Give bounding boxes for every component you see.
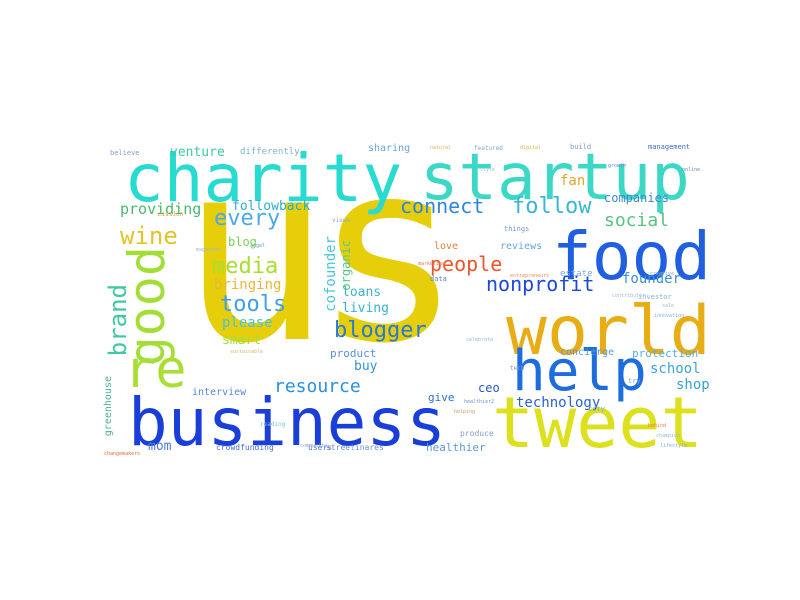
word-bringing: bringing [214, 277, 282, 293]
word-innovation: natural [430, 145, 452, 151]
word-believe: believe [110, 149, 140, 157]
word-media: media [212, 254, 279, 279]
word-management: management [648, 143, 691, 151]
word-growth: marketing [418, 261, 446, 267]
word-magazine: contributor [612, 293, 646, 299]
word-tools: tools [220, 292, 287, 317]
word-helping: growth [608, 163, 627, 169]
word-living: living [342, 301, 389, 316]
word-things: things [504, 225, 530, 233]
word-cofounder: cofounder [323, 236, 339, 312]
word-charity: charity [124, 140, 403, 217]
word-online: community [300, 443, 328, 449]
word-champion: entrepreneurs [510, 273, 550, 279]
word-views: views [332, 217, 351, 224]
word-estate: estate [560, 269, 593, 279]
word-streetinares: streetinares [326, 443, 384, 452]
word-connect: connect [400, 194, 485, 218]
word-differently: differently [240, 147, 300, 157]
word-tweet: tweet [492, 382, 703, 460]
word-changemakers: changemakers [104, 451, 141, 457]
word-community: healthier2 [464, 399, 495, 405]
word-smart: smart [222, 333, 262, 348]
word-founder: founder [622, 271, 682, 287]
word-shop: shop [676, 377, 710, 393]
word-blog: blog [228, 235, 257, 249]
word-brand: brand [104, 284, 132, 357]
word-followback: followback [232, 199, 311, 214]
word-contributor: champion [656, 433, 681, 439]
word-loans: loans [342, 285, 382, 300]
word-concierge: concierge [560, 347, 615, 358]
word-help: help [512, 339, 647, 404]
word-organic: organic [339, 240, 353, 291]
word-reviews: reviews [500, 241, 543, 252]
word-charities: creative [650, 271, 675, 277]
word-build: build [570, 143, 592, 151]
word-re: re [124, 340, 187, 400]
word-passionate: sustainable [230, 349, 264, 355]
word-startup: startup [420, 141, 690, 215]
word-featured: featured [474, 145, 503, 152]
word-interview: interview [192, 387, 247, 398]
word-sale: style [480, 167, 496, 173]
word-marketing: online [682, 167, 701, 173]
word-celebrate: angel [250, 243, 266, 249]
word-providing: providing [120, 200, 202, 218]
word-nonprofit: nonprofit [486, 272, 595, 296]
word-investor: investor [638, 293, 672, 301]
word-world: world [506, 292, 711, 371]
word-give: give [428, 391, 455, 404]
word-protection: protection [632, 347, 699, 360]
word-please: please [222, 315, 273, 331]
word-ceo: ceo [478, 381, 500, 395]
word-techcrunch: celebrate [466, 337, 494, 343]
word-crowdfunding: crowdfunding [216, 443, 274, 452]
word-angel: lifestyle [660, 443, 688, 449]
word-data: data [430, 275, 447, 283]
word-try: try [628, 377, 641, 385]
word-every: every [214, 206, 281, 231]
word-blogger: blogger [334, 318, 427, 343]
word-technology: technology [516, 395, 601, 411]
word-venture: venture [170, 145, 225, 160]
word-style: innovation [654, 313, 685, 319]
word-companies: companies [604, 191, 670, 205]
word-creative: helping [454, 409, 476, 415]
word-food: food [552, 218, 711, 295]
word-follow: follow [512, 194, 592, 219]
word-us: us [180, 138, 463, 398]
word-fan: fan [560, 173, 586, 189]
word-greenhouse: greenhouse [103, 376, 114, 437]
word-city: city [588, 405, 605, 413]
word-resource: resource [274, 376, 361, 397]
word-sustainable: sale [662, 303, 675, 309]
word-lifestyle: digital [520, 145, 542, 151]
word-love: love [434, 241, 459, 252]
word-product: product [330, 347, 377, 360]
word-produce: produce [460, 429, 494, 438]
word-tech: tech [510, 365, 525, 372]
word-behind: behind [648, 423, 667, 429]
word-group: magazine [196, 247, 221, 253]
word-reading: reading [260, 421, 286, 428]
word-mission: mission [158, 211, 184, 218]
word-users: users [308, 443, 333, 452]
word-social: social [604, 210, 670, 231]
word-business: business [128, 384, 446, 460]
word-buy: buy [354, 359, 378, 374]
word-mom: mom [148, 439, 172, 454]
word-sharing: sharing [368, 143, 411, 154]
word-people: people [430, 252, 503, 276]
word-wine: wine [120, 222, 178, 250]
word-healthier: healthier [426, 441, 486, 454]
word-cloud: us charity startup business tweet world … [100, 138, 720, 460]
word-school: school [650, 361, 701, 377]
